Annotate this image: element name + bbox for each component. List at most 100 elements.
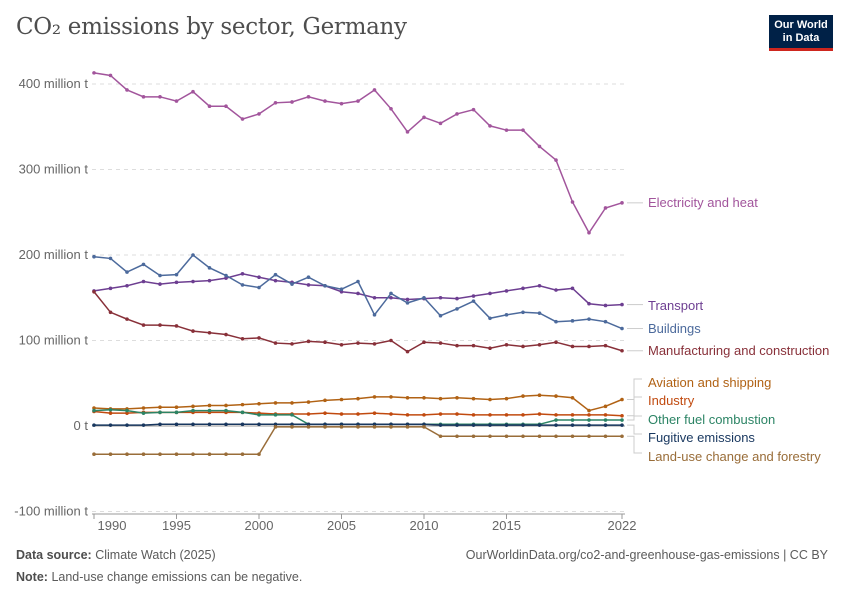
series-label[interactable]: Aviation and shipping	[648, 375, 771, 390]
data-point[interactable]	[273, 278, 278, 283]
data-point[interactable]	[603, 319, 608, 324]
data-point[interactable]	[174, 410, 179, 415]
data-point[interactable]	[125, 408, 129, 413]
data-point[interactable]	[92, 71, 96, 75]
data-point[interactable]	[273, 422, 278, 427]
data-point[interactable]	[257, 285, 261, 290]
data-point[interactable]	[356, 291, 360, 296]
data-point[interactable]	[141, 452, 146, 457]
data-point[interactable]	[570, 423, 575, 427]
data-point[interactable]	[488, 346, 492, 350]
data-point[interactable]	[125, 452, 129, 457]
data-point[interactable]	[488, 434, 492, 439]
data-point[interactable]	[389, 338, 393, 343]
data-point[interactable]	[356, 425, 360, 429]
data-point[interactable]	[455, 423, 459, 427]
data-point[interactable]	[488, 397, 492, 402]
data-point[interactable]	[174, 405, 179, 409]
data-point[interactable]	[603, 343, 608, 348]
data-point[interactable]	[207, 266, 212, 270]
data-point[interactable]	[273, 413, 278, 417]
data-point[interactable]	[603, 434, 608, 439]
data-point[interactable]	[620, 397, 624, 402]
data-point[interactable]	[290, 342, 294, 346]
data-point[interactable]	[405, 349, 410, 354]
data-point[interactable]	[405, 425, 410, 429]
data-point[interactable]	[488, 124, 492, 128]
data-point[interactable]	[570, 434, 575, 439]
data-point[interactable]	[438, 423, 443, 427]
data-point[interactable]	[620, 348, 624, 353]
data-point[interactable]	[521, 128, 525, 132]
data-point[interactable]	[438, 341, 443, 345]
data-point[interactable]	[504, 396, 509, 401]
data-point[interactable]	[405, 413, 410, 417]
data-point[interactable]	[224, 422, 228, 427]
data-point[interactable]	[521, 394, 525, 398]
data-point[interactable]	[603, 404, 608, 409]
data-point[interactable]	[323, 425, 327, 429]
data-point[interactable]	[339, 287, 344, 292]
data-point[interactable]	[438, 396, 443, 401]
data-point[interactable]	[339, 425, 344, 429]
data-point[interactable]	[455, 434, 459, 439]
data-point[interactable]	[455, 296, 459, 301]
data-point[interactable]	[224, 104, 228, 109]
data-point[interactable]	[339, 289, 344, 294]
series-line[interactable]	[93, 72, 623, 235]
data-point[interactable]	[389, 412, 393, 416]
data-point[interactable]	[356, 396, 360, 401]
data-point[interactable]	[405, 422, 410, 427]
series-label[interactable]: Industry	[648, 393, 695, 408]
series-label[interactable]: Fugitive emissions	[648, 430, 755, 445]
data-point[interactable]	[306, 412, 311, 416]
data-point[interactable]	[92, 408, 96, 413]
data-point[interactable]	[471, 343, 476, 348]
data-point[interactable]	[504, 413, 509, 417]
data-point[interactable]	[306, 400, 311, 404]
data-point[interactable]	[504, 313, 509, 317]
data-point[interactable]	[554, 434, 558, 439]
data-point[interactable]	[504, 423, 509, 427]
data-point[interactable]	[207, 422, 212, 427]
data-point[interactable]	[273, 401, 278, 405]
data-point[interactable]	[273, 425, 278, 429]
data-point[interactable]	[207, 278, 212, 283]
data-point[interactable]	[92, 289, 96, 294]
data-point[interactable]	[488, 423, 492, 427]
data-point[interactable]	[108, 310, 113, 315]
data-point[interactable]	[422, 115, 426, 120]
data-point[interactable]	[438, 121, 443, 126]
source-url[interactable]: OurWorldinData.org/co2-and-greenhouse-ga…	[465, 548, 828, 562]
data-point[interactable]	[339, 412, 344, 416]
data-point[interactable]	[290, 100, 294, 104]
data-point[interactable]	[488, 316, 492, 321]
data-point[interactable]	[339, 101, 344, 106]
data-point[interactable]	[273, 272, 278, 277]
data-point[interactable]	[141, 95, 146, 99]
data-point[interactable]	[141, 262, 146, 267]
data-point[interactable]	[224, 403, 228, 408]
data-point[interactable]	[125, 423, 129, 427]
data-point[interactable]	[207, 452, 212, 457]
data-point[interactable]	[141, 279, 146, 284]
data-point[interactable]	[488, 413, 492, 417]
data-point[interactable]	[240, 422, 245, 427]
data-point[interactable]	[108, 423, 113, 427]
data-point[interactable]	[372, 295, 377, 300]
data-point[interactable]	[521, 310, 525, 315]
data-point[interactable]	[504, 342, 509, 347]
data-point[interactable]	[554, 319, 558, 324]
data-point[interactable]	[603, 423, 608, 427]
data-point[interactable]	[389, 425, 393, 429]
data-point[interactable]	[587, 408, 591, 413]
data-point[interactable]	[438, 412, 443, 416]
data-point[interactable]	[471, 294, 476, 298]
data-point[interactable]	[141, 423, 146, 427]
data-point[interactable]	[389, 291, 393, 296]
data-point[interactable]	[521, 423, 525, 427]
data-point[interactable]	[570, 286, 575, 291]
data-point[interactable]	[306, 275, 311, 280]
data-point[interactable]	[554, 394, 558, 398]
data-point[interactable]	[257, 422, 261, 427]
